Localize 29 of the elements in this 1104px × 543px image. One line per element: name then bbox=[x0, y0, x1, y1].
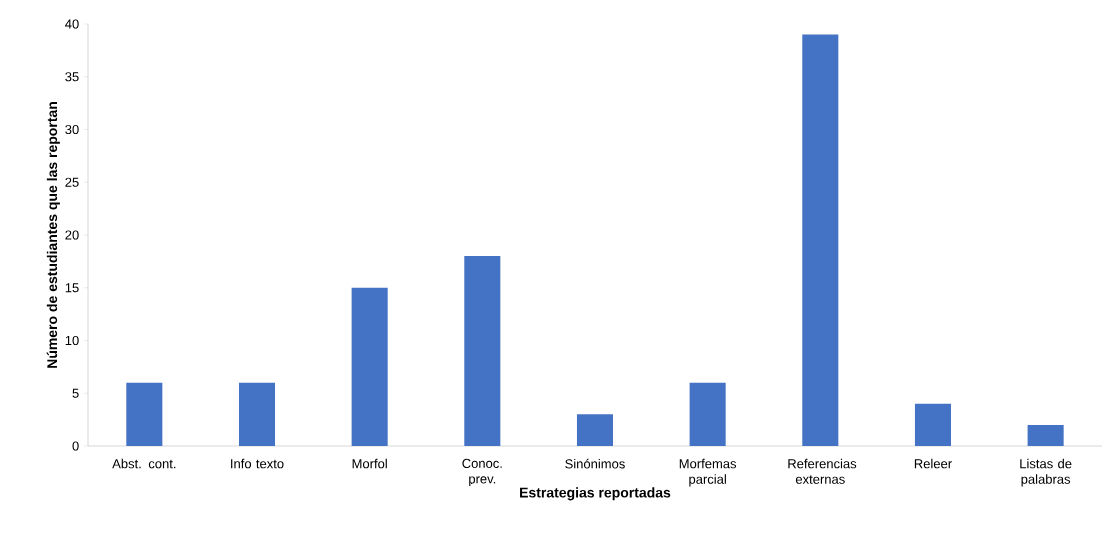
y-axis-title: Número de estudiantes que las reportan bbox=[46, 102, 60, 368]
y-tick-label: 15 bbox=[65, 283, 79, 293]
bar bbox=[238, 382, 276, 446]
y-tick-label: 40 bbox=[65, 19, 79, 29]
x-tick-label: Morfol bbox=[352, 458, 387, 469]
bar bbox=[914, 403, 951, 446]
bar bbox=[351, 287, 388, 446]
x-tick-label: Referencias externas bbox=[788, 458, 857, 484]
y-tick-label: 10 bbox=[65, 335, 79, 346]
bar bbox=[126, 382, 163, 446]
bar bbox=[576, 414, 613, 446]
x-tick-label: Conoc. prev. bbox=[462, 458, 502, 487]
bar bbox=[464, 256, 501, 446]
bar bbox=[689, 382, 726, 446]
y-tick-label: 0 bbox=[72, 441, 79, 451]
y-tick-label: 20 bbox=[65, 230, 79, 240]
bar bbox=[1027, 424, 1064, 446]
y-tick-label: 35 bbox=[65, 72, 79, 82]
y-tick-label: 30 bbox=[65, 124, 79, 135]
x-tick-label: Abst. cont. bbox=[112, 458, 176, 469]
x-tick-label: Releer bbox=[914, 458, 952, 469]
x-axis-title: Estrategias reportadas bbox=[520, 487, 671, 501]
bar bbox=[802, 34, 839, 446]
y-tick-label: 25 bbox=[65, 177, 79, 187]
y-tick-label: 5 bbox=[72, 388, 79, 398]
x-tick-label: Morfemas parcial bbox=[679, 458, 737, 487]
x-tick-label: Sinónimos bbox=[565, 458, 625, 469]
x-tick-label: Listas de palabras bbox=[1020, 458, 1072, 487]
x-tick-label: Info texto bbox=[231, 458, 284, 469]
